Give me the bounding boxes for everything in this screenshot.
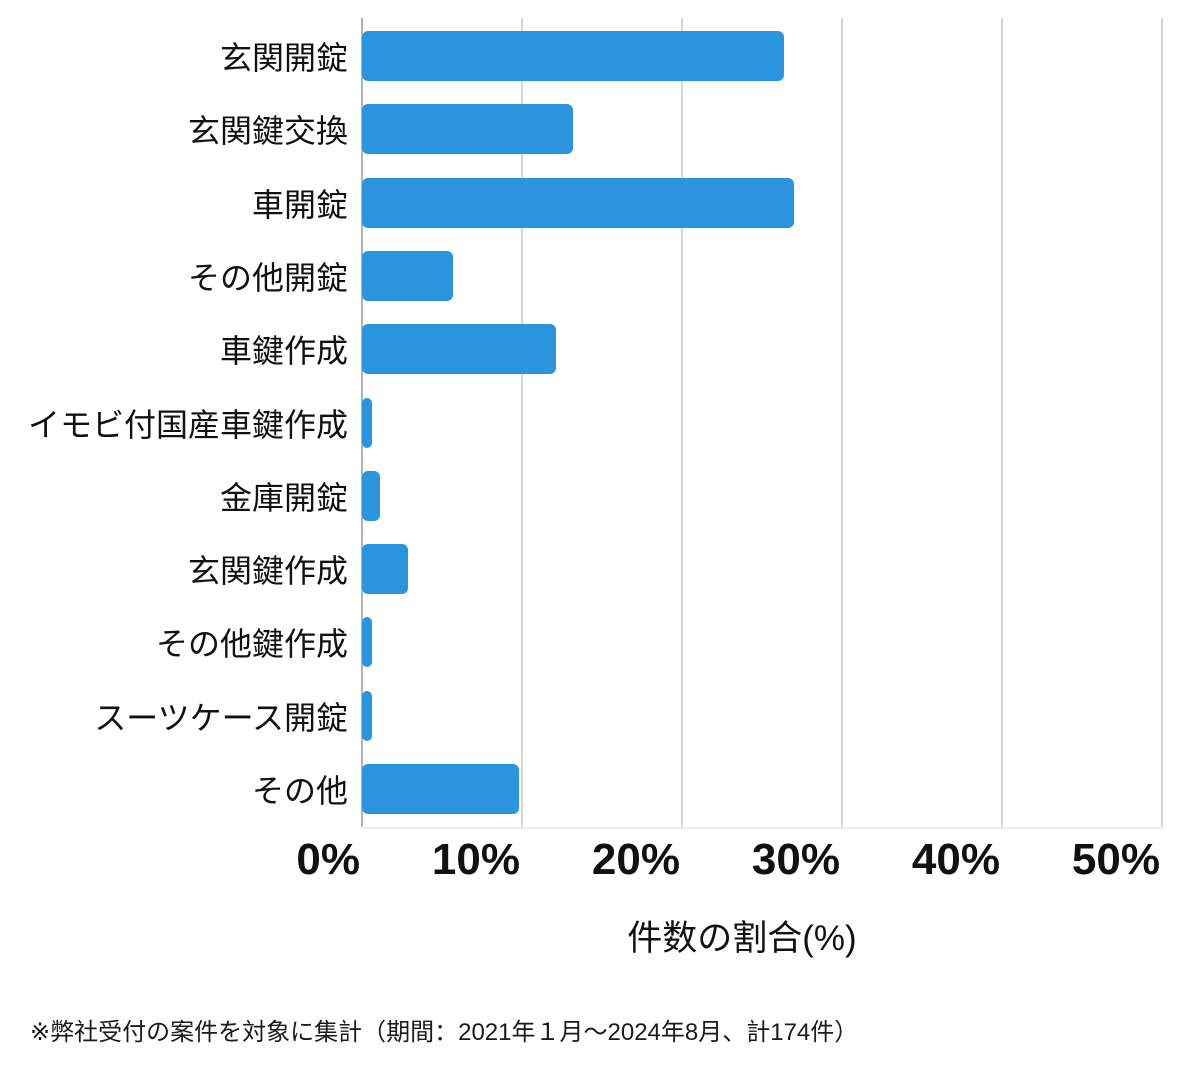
gridline-30	[841, 18, 843, 827]
chart-bar	[362, 764, 519, 814]
chart-bar	[362, 544, 409, 595]
chart-bar	[362, 250, 454, 301]
category-label: イモビ付国産車鍵作成	[27, 406, 348, 443]
chart-bar	[362, 324, 556, 375]
chart-bar	[362, 690, 372, 741]
gridline-40	[1001, 18, 1003, 827]
category-label: その他	[251, 773, 348, 809]
chart-bar	[362, 104, 574, 155]
category-label: 車開錠	[251, 186, 348, 223]
category-label: その他鍵作成	[155, 626, 348, 663]
x-tick-label: 0%	[296, 835, 360, 884]
category-label: 金庫開錠	[219, 479, 348, 516]
x-tick-label: 10%	[431, 835, 520, 884]
chart-bar	[362, 177, 794, 228]
x-tick-label: 20%	[591, 835, 680, 884]
category-label: 車鍵作成	[219, 333, 348, 370]
category-label: 玄関鍵作成	[187, 553, 348, 590]
category-label: その他開錠	[187, 259, 348, 296]
chart-footnote: ※弊社受付の案件を対象に集計（期間：2021年１月～2024年8月、計174件）	[30, 1019, 859, 1046]
chart-bar	[362, 617, 372, 668]
chart-bar	[362, 31, 785, 81]
chart-bar	[362, 470, 380, 521]
x-tick-label: 30%	[751, 835, 840, 884]
gridline-50	[1161, 18, 1163, 827]
chart-bar	[362, 397, 372, 448]
x-axis-title: 件数の割合(%)	[627, 919, 857, 958]
gridline-10	[521, 18, 523, 827]
category-label: スーツケース開錠	[94, 699, 348, 736]
x-tick-label: 40%	[911, 835, 1000, 884]
x-tick-label: 50%	[1071, 835, 1160, 884]
category-label: 玄関開錠	[219, 40, 348, 76]
category-label: 玄関鍵交換	[187, 113, 348, 150]
gridline-20	[681, 18, 683, 827]
